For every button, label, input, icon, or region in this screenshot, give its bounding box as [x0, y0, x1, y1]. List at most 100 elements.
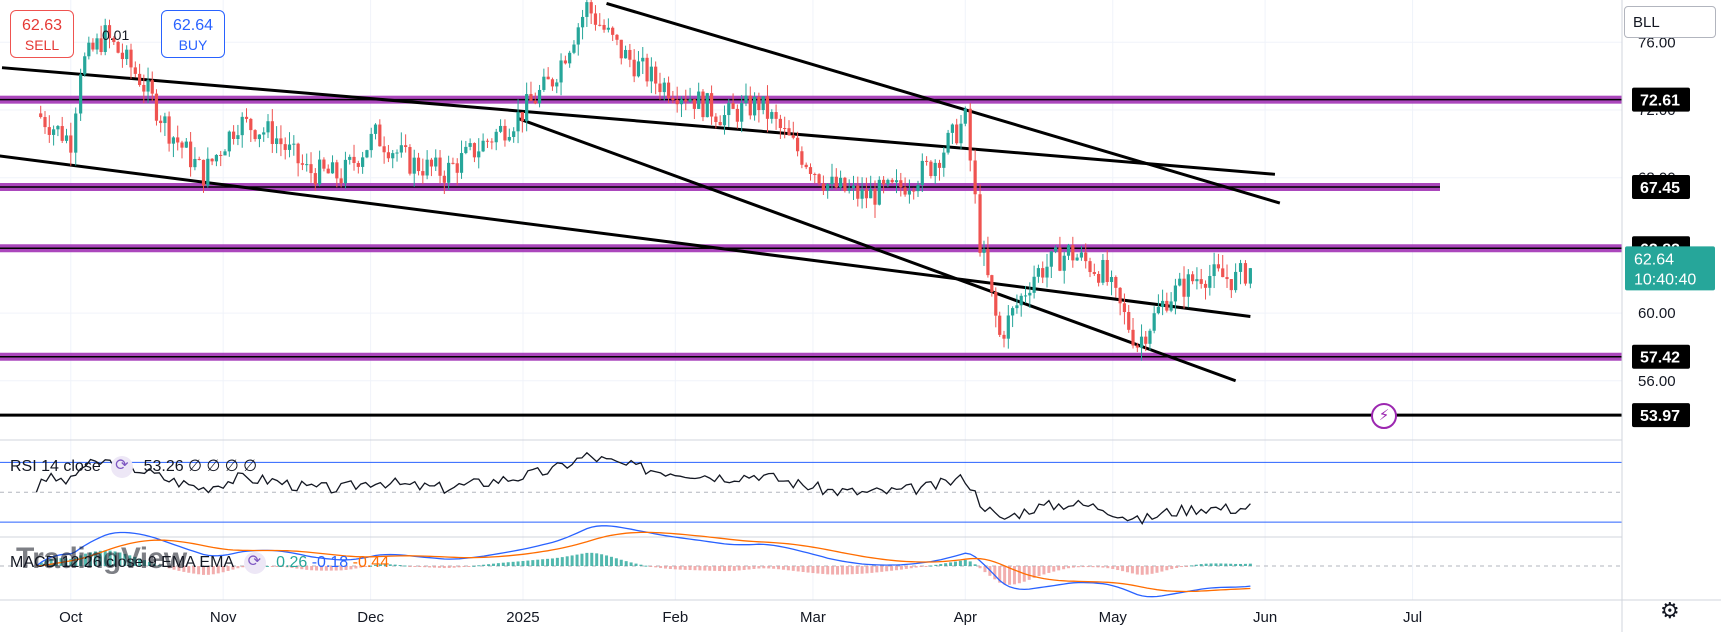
rsi-settings-icon[interactable]	[111, 455, 134, 478]
rsi-legend[interactable]: RSI 14 close 53.26 ∅ ∅ ∅ ∅	[10, 455, 257, 478]
lightning-alert-icon[interactable]: ⚡	[1371, 403, 1397, 429]
candle-body	[658, 83, 662, 93]
candlesticks	[39, 0, 1252, 361]
macd-histogram-bar	[806, 566, 810, 573]
macd-histogram-bar	[290, 566, 294, 568]
candle-body	[318, 159, 322, 185]
macd-histogram-bar	[575, 554, 579, 566]
candle-body	[847, 188, 851, 191]
candle-body	[47, 127, 51, 135]
macd-histogram-bar	[1199, 564, 1203, 566]
macd-histogram-bar	[747, 566, 751, 570]
macd-histogram-bar	[531, 560, 535, 566]
candle-body	[485, 140, 490, 142]
macd-settings-icon[interactable]	[243, 551, 266, 574]
macd-histogram-bar	[388, 564, 392, 566]
candle-body	[382, 146, 386, 153]
candle-body	[795, 137, 800, 152]
macd-histogram-bar	[1150, 566, 1154, 574]
macd-histogram-bar	[958, 560, 962, 566]
candle-body	[416, 157, 421, 172]
macd-histogram-bar	[570, 555, 574, 566]
candle-body	[391, 153, 395, 159]
gear-icon[interactable]: ⚙	[1660, 598, 1680, 623]
macd-histogram-bar	[1160, 566, 1164, 572]
candle-body	[266, 121, 270, 133]
level-price-label: 53.97	[1640, 408, 1680, 425]
candle-body	[925, 160, 929, 162]
candle-body	[116, 41, 120, 53]
macd-histogram-bar	[555, 557, 559, 566]
candle-body	[903, 187, 907, 195]
candle-body	[434, 157, 438, 167]
candle-body	[69, 135, 73, 153]
macd-histogram-bar	[762, 566, 766, 569]
macd-histogram-bar	[1209, 563, 1213, 566]
macd-histogram-bar	[944, 563, 948, 566]
macd-histogram-bar	[1145, 566, 1149, 575]
candle-body	[611, 27, 615, 35]
candle-body	[1097, 273, 1101, 283]
candle-body	[52, 129, 56, 135]
macd-histogram-bar	[1042, 566, 1046, 575]
macd-histogram-bar	[305, 566, 309, 570]
candle-body	[373, 124, 378, 134]
candle-body	[1144, 336, 1148, 344]
candle-body	[193, 158, 197, 168]
macd-histogram-bar	[344, 566, 348, 570]
candle-body	[292, 143, 296, 145]
macd-histogram-bar	[1130, 566, 1134, 574]
price-tick-label: 60.00	[1638, 305, 1676, 322]
candle-body	[645, 57, 649, 82]
macd-histogram-bar	[378, 564, 382, 566]
candle-body	[834, 176, 838, 188]
macd-histogram-bar	[1027, 566, 1031, 580]
time-axis-label: May	[1099, 609, 1128, 626]
time-axis[interactable]: Oct Nov Dec 2025 Feb Mar Apr May Jun Jul	[0, 599, 1721, 626]
symbol-badge[interactable]: BLL	[1624, 6, 1716, 38]
candle-body	[490, 141, 494, 143]
buy-button[interactable]: 62.64 BUY	[161, 10, 225, 58]
candle-body	[223, 151, 227, 156]
macd-histogram-bar	[413, 566, 417, 567]
candle-body	[1041, 268, 1045, 278]
macd-histogram-bar	[69, 558, 73, 566]
candle-body	[537, 89, 542, 104]
candle-body	[171, 137, 176, 144]
candle-body	[309, 164, 313, 174]
candle-body	[1216, 264, 1221, 269]
candle-body	[1084, 252, 1088, 262]
candle-body	[709, 93, 714, 117]
candle-body	[64, 135, 69, 141]
macd-histogram-bar	[860, 566, 864, 574]
price-axis[interactable]: 76.0072.0068.0060.0056.0072.6167.4563.83…	[1621, 0, 1721, 632]
macd-histogram-bar	[202, 566, 206, 575]
macd-histogram-bar	[1062, 566, 1066, 570]
macd-histogram-bar	[757, 566, 761, 569]
candle-body	[365, 150, 369, 158]
candle-body	[503, 125, 507, 141]
macd-histogram-bar	[310, 566, 314, 571]
candle-body	[701, 91, 705, 118]
macd-legend[interactable]: MACD 12 26 close 9 EMA EMA 0.26 -0.18 -0…	[10, 551, 389, 574]
candle-body	[1199, 279, 1203, 284]
macd-histogram-bar	[924, 566, 928, 567]
macd-histogram-bar	[668, 566, 672, 569]
candle-body	[1131, 329, 1135, 346]
candle-body	[1109, 277, 1114, 283]
macd-histogram-bar	[919, 566, 923, 567]
candle-body	[343, 159, 348, 184]
candle-body	[907, 190, 911, 195]
macd-histogram-bar	[590, 552, 594, 566]
sell-button[interactable]: 62.63 SELL	[10, 10, 74, 58]
macd-histogram-bar	[1165, 566, 1169, 571]
macd-histogram-bar	[546, 558, 550, 566]
macd-histogram-bar	[457, 566, 461, 568]
rsi-legend-name: RSI 14 close	[10, 458, 101, 476]
macd-histogram-bar	[408, 566, 412, 567]
spread-value: 0.01	[102, 27, 130, 43]
macd-histogram-bar	[1234, 563, 1238, 566]
candle-body	[477, 151, 481, 158]
macd-histogram-bar	[541, 559, 545, 566]
